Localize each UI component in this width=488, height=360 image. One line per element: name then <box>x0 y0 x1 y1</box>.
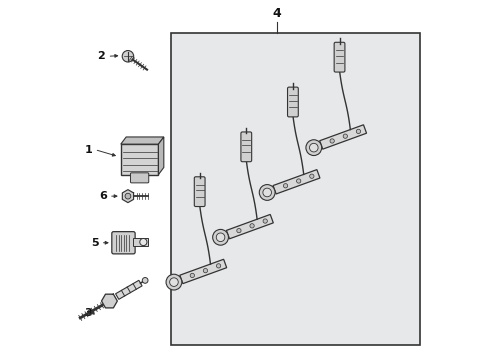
FancyBboxPatch shape <box>121 144 158 175</box>
Circle shape <box>263 219 267 223</box>
Circle shape <box>190 273 194 278</box>
Circle shape <box>125 193 131 199</box>
Polygon shape <box>180 259 226 284</box>
Circle shape <box>309 143 318 152</box>
Text: 5: 5 <box>91 238 98 248</box>
Polygon shape <box>121 137 163 144</box>
Polygon shape <box>122 190 133 203</box>
FancyBboxPatch shape <box>287 87 298 117</box>
Circle shape <box>343 134 347 138</box>
Text: 2: 2 <box>97 51 105 61</box>
Polygon shape <box>133 238 148 246</box>
Polygon shape <box>115 280 142 300</box>
Circle shape <box>169 278 178 287</box>
Text: 1: 1 <box>84 144 92 154</box>
Circle shape <box>296 179 300 183</box>
Polygon shape <box>319 125 366 149</box>
Circle shape <box>166 274 182 290</box>
Circle shape <box>216 233 224 242</box>
Polygon shape <box>226 215 273 239</box>
Circle shape <box>305 140 321 156</box>
Text: 6: 6 <box>99 191 106 201</box>
Circle shape <box>122 50 133 62</box>
Circle shape <box>356 129 360 134</box>
Circle shape <box>140 238 147 246</box>
Circle shape <box>236 229 241 233</box>
FancyBboxPatch shape <box>130 173 148 183</box>
Circle shape <box>216 264 220 268</box>
Bar <box>171 33 419 345</box>
Circle shape <box>259 185 275 201</box>
Polygon shape <box>272 170 319 194</box>
Circle shape <box>283 184 287 188</box>
Circle shape <box>142 278 148 283</box>
Text: 3: 3 <box>84 308 92 318</box>
FancyBboxPatch shape <box>194 177 204 207</box>
Circle shape <box>309 174 313 178</box>
Polygon shape <box>102 294 117 308</box>
FancyBboxPatch shape <box>241 132 251 162</box>
Circle shape <box>203 269 207 273</box>
FancyBboxPatch shape <box>112 231 135 254</box>
Text: 4: 4 <box>272 8 281 21</box>
Circle shape <box>329 139 334 143</box>
Circle shape <box>263 188 271 197</box>
FancyBboxPatch shape <box>333 42 344 72</box>
Circle shape <box>249 224 254 228</box>
Polygon shape <box>158 137 163 175</box>
Circle shape <box>212 229 228 245</box>
